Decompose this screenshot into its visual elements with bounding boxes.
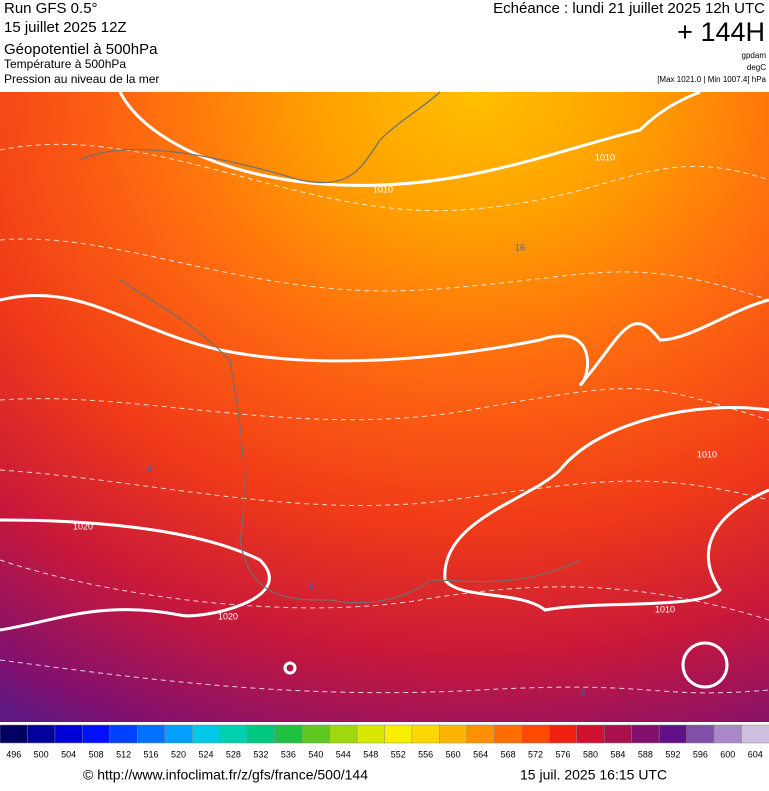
colorbar-swatch — [494, 724, 523, 744]
unit: degC — [747, 63, 766, 72]
colorbar-label: 556 — [418, 749, 433, 759]
colorbar-swatch — [219, 724, 248, 744]
colorbar-label: 572 — [528, 749, 543, 759]
colorbar-label: 592 — [665, 749, 680, 759]
unit: gpdam — [742, 51, 767, 60]
colorbar-swatch — [576, 724, 605, 744]
footer-date: 15 juil. 2025 16:15 UTC — [520, 767, 667, 783]
contour-label: 1010 — [373, 184, 393, 194]
pressure-contours — [0, 90, 769, 689]
colorbar: 496 500 504 508 512 516 520 524 528 532 536 540 544 5… — [0, 724, 769, 759]
colorbar-swatch — [411, 724, 441, 744]
colorbar-label: 516 — [144, 749, 159, 759]
colorbar-label: 564 — [473, 749, 488, 759]
header-line: Température à 500hPa — [4, 57, 126, 71]
header-line: Run GFS 0.5° — [4, 0, 98, 17]
colorbar-swatch — [549, 724, 578, 744]
contour-label: 1010 — [697, 449, 717, 459]
colorbar-label: 508 — [89, 749, 104, 759]
colorbar-swatch — [27, 724, 56, 744]
contour-label: 8 — [309, 581, 314, 591]
colorbar-label: 496 — [6, 749, 21, 759]
colorbar-swatch — [631, 724, 660, 744]
colorbar-label: 548 — [363, 749, 378, 759]
colorbar-label: 500 — [34, 749, 49, 759]
colorbar-label: 544 — [336, 749, 351, 759]
header-line: Pression au niveau de la mer — [4, 72, 159, 86]
colorbar-swatch — [192, 724, 221, 744]
echeance: Echéance : lundi 21 juillet 2025 12h UTC — [493, 0, 765, 17]
coastline — [79, 91, 581, 604]
colorbar-label: 560 — [446, 749, 461, 759]
colorbar-swatch — [439, 724, 468, 744]
colorbar-swatch — [686, 724, 715, 744]
colorbar-swatch — [329, 724, 358, 744]
colorbar-swatch — [741, 724, 769, 744]
colorbar-swatch — [164, 724, 194, 744]
unit: [Max 1021.0 | Min 1007.4] hPa — [657, 75, 766, 84]
colorbar-swatch — [82, 724, 111, 744]
temperature-contours — [0, 143, 769, 694]
footer: © http://www.infoclimat.fr/z/gfs/france/… — [83, 767, 667, 783]
map: 1010 1010 1010 1010 1020 1020 16 8 8 8 — [0, 90, 769, 722]
colorbar-label: 520 — [171, 749, 186, 759]
contour-label: 16 — [515, 242, 525, 252]
colorbar-label: 540 — [308, 749, 323, 759]
colorbar-label: 512 — [116, 749, 131, 759]
colorbar-swatch — [521, 724, 551, 744]
colorbar-label: 596 — [693, 749, 708, 759]
colorbar-swatch — [356, 724, 386, 744]
map-field — [0, 92, 769, 722]
contour-label: 1020 — [73, 521, 93, 531]
colorbar-label: 524 — [198, 749, 213, 759]
colorbar-label: 532 — [253, 749, 268, 759]
colorbar-swatch — [658, 724, 688, 744]
footer-url: © http://www.infoclimat.fr/z/gfs/france/… — [83, 767, 368, 783]
colorbar-label: 576 — [556, 749, 571, 759]
contour-label: 8 — [147, 464, 152, 474]
colorbar-label: 580 — [583, 749, 598, 759]
colorbar-label: 528 — [226, 749, 241, 759]
colorbar-swatch — [466, 724, 496, 744]
contour-label: 1010 — [655, 604, 675, 614]
colorbar-label: 588 — [638, 749, 653, 759]
header: Run GFS 0.5° 15 juillet 2025 12Z Géopote… — [4, 0, 767, 86]
lead-time: + 144H — [677, 17, 765, 47]
colorbar-label: 536 — [281, 749, 296, 759]
colorbar-swatch — [0, 724, 29, 744]
colorbar-swatch — [713, 724, 743, 744]
colorbar-label: 604 — [748, 749, 763, 759]
colorbar-swatch — [603, 724, 633, 744]
contour-label: 8 — [580, 687, 585, 697]
header-line: Géopotentiel à 500hPa — [4, 41, 158, 58]
colorbar-swatch — [109, 724, 139, 744]
colorbar-swatch — [384, 724, 413, 744]
colorbar-label: 584 — [610, 749, 625, 759]
colorbar-label: 552 — [391, 749, 406, 759]
header-line: 15 juillet 2025 12Z — [4, 19, 127, 36]
colorbar-label: 568 — [501, 749, 516, 759]
colorbar-swatch — [54, 724, 84, 744]
colorbar-swatch — [246, 724, 276, 744]
contour-label: 1010 — [595, 152, 615, 162]
contour-label: 1020 — [218, 611, 238, 621]
colorbar-label: 504 — [61, 749, 76, 759]
colorbar-swatch — [274, 724, 303, 744]
colorbar-label: 600 — [720, 749, 735, 759]
colorbar-swatch — [137, 724, 166, 744]
colorbar-swatch — [301, 724, 331, 744]
